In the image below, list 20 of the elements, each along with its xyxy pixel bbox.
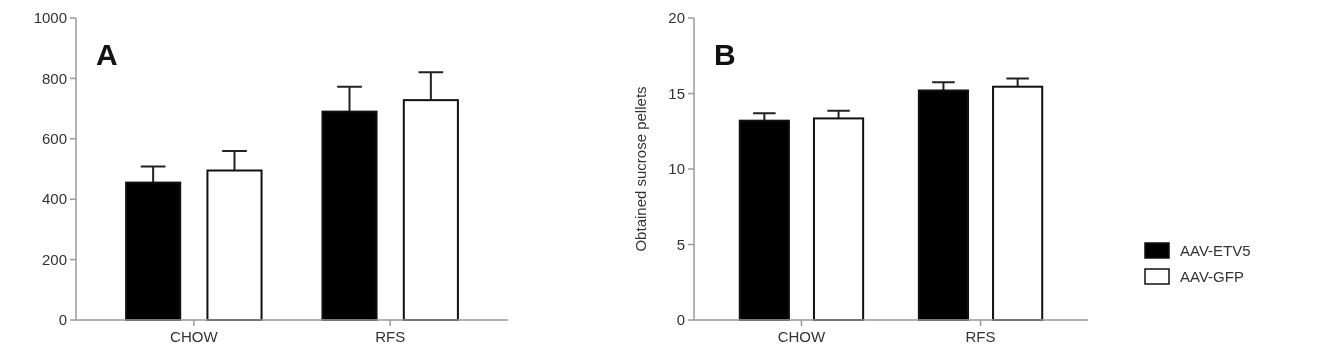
y-tick-label: 15	[668, 84, 685, 102]
x-tick-label: CHOW	[170, 328, 219, 345]
y-tick-label: 5	[676, 235, 685, 253]
y-tick-label: 10	[668, 160, 685, 178]
annotation: B	[714, 38, 736, 71]
legend-label: AAV-GFP	[1180, 268, 1244, 286]
y-tick-label: 200	[41, 250, 67, 268]
annotation: A	[96, 38, 118, 71]
y-tick-label: 1000	[33, 9, 67, 27]
y-tick-label: 600	[41, 130, 67, 148]
x-tick-label: RFS	[375, 328, 406, 345]
y-tick-label: 0	[676, 311, 685, 329]
legend-label: AAV-ETV5	[1180, 242, 1251, 260]
y-tick-label: 800	[41, 69, 67, 87]
y-tick-label: 20	[668, 9, 685, 27]
x-tick-label: RFS	[965, 328, 996, 345]
y-axis-title: Obtained sucrose pellets	[632, 86, 649, 252]
y-tick-label: 0	[58, 311, 67, 329]
x-tick-label: CHOW	[777, 328, 827, 345]
y-tick-label: 400	[41, 190, 67, 208]
